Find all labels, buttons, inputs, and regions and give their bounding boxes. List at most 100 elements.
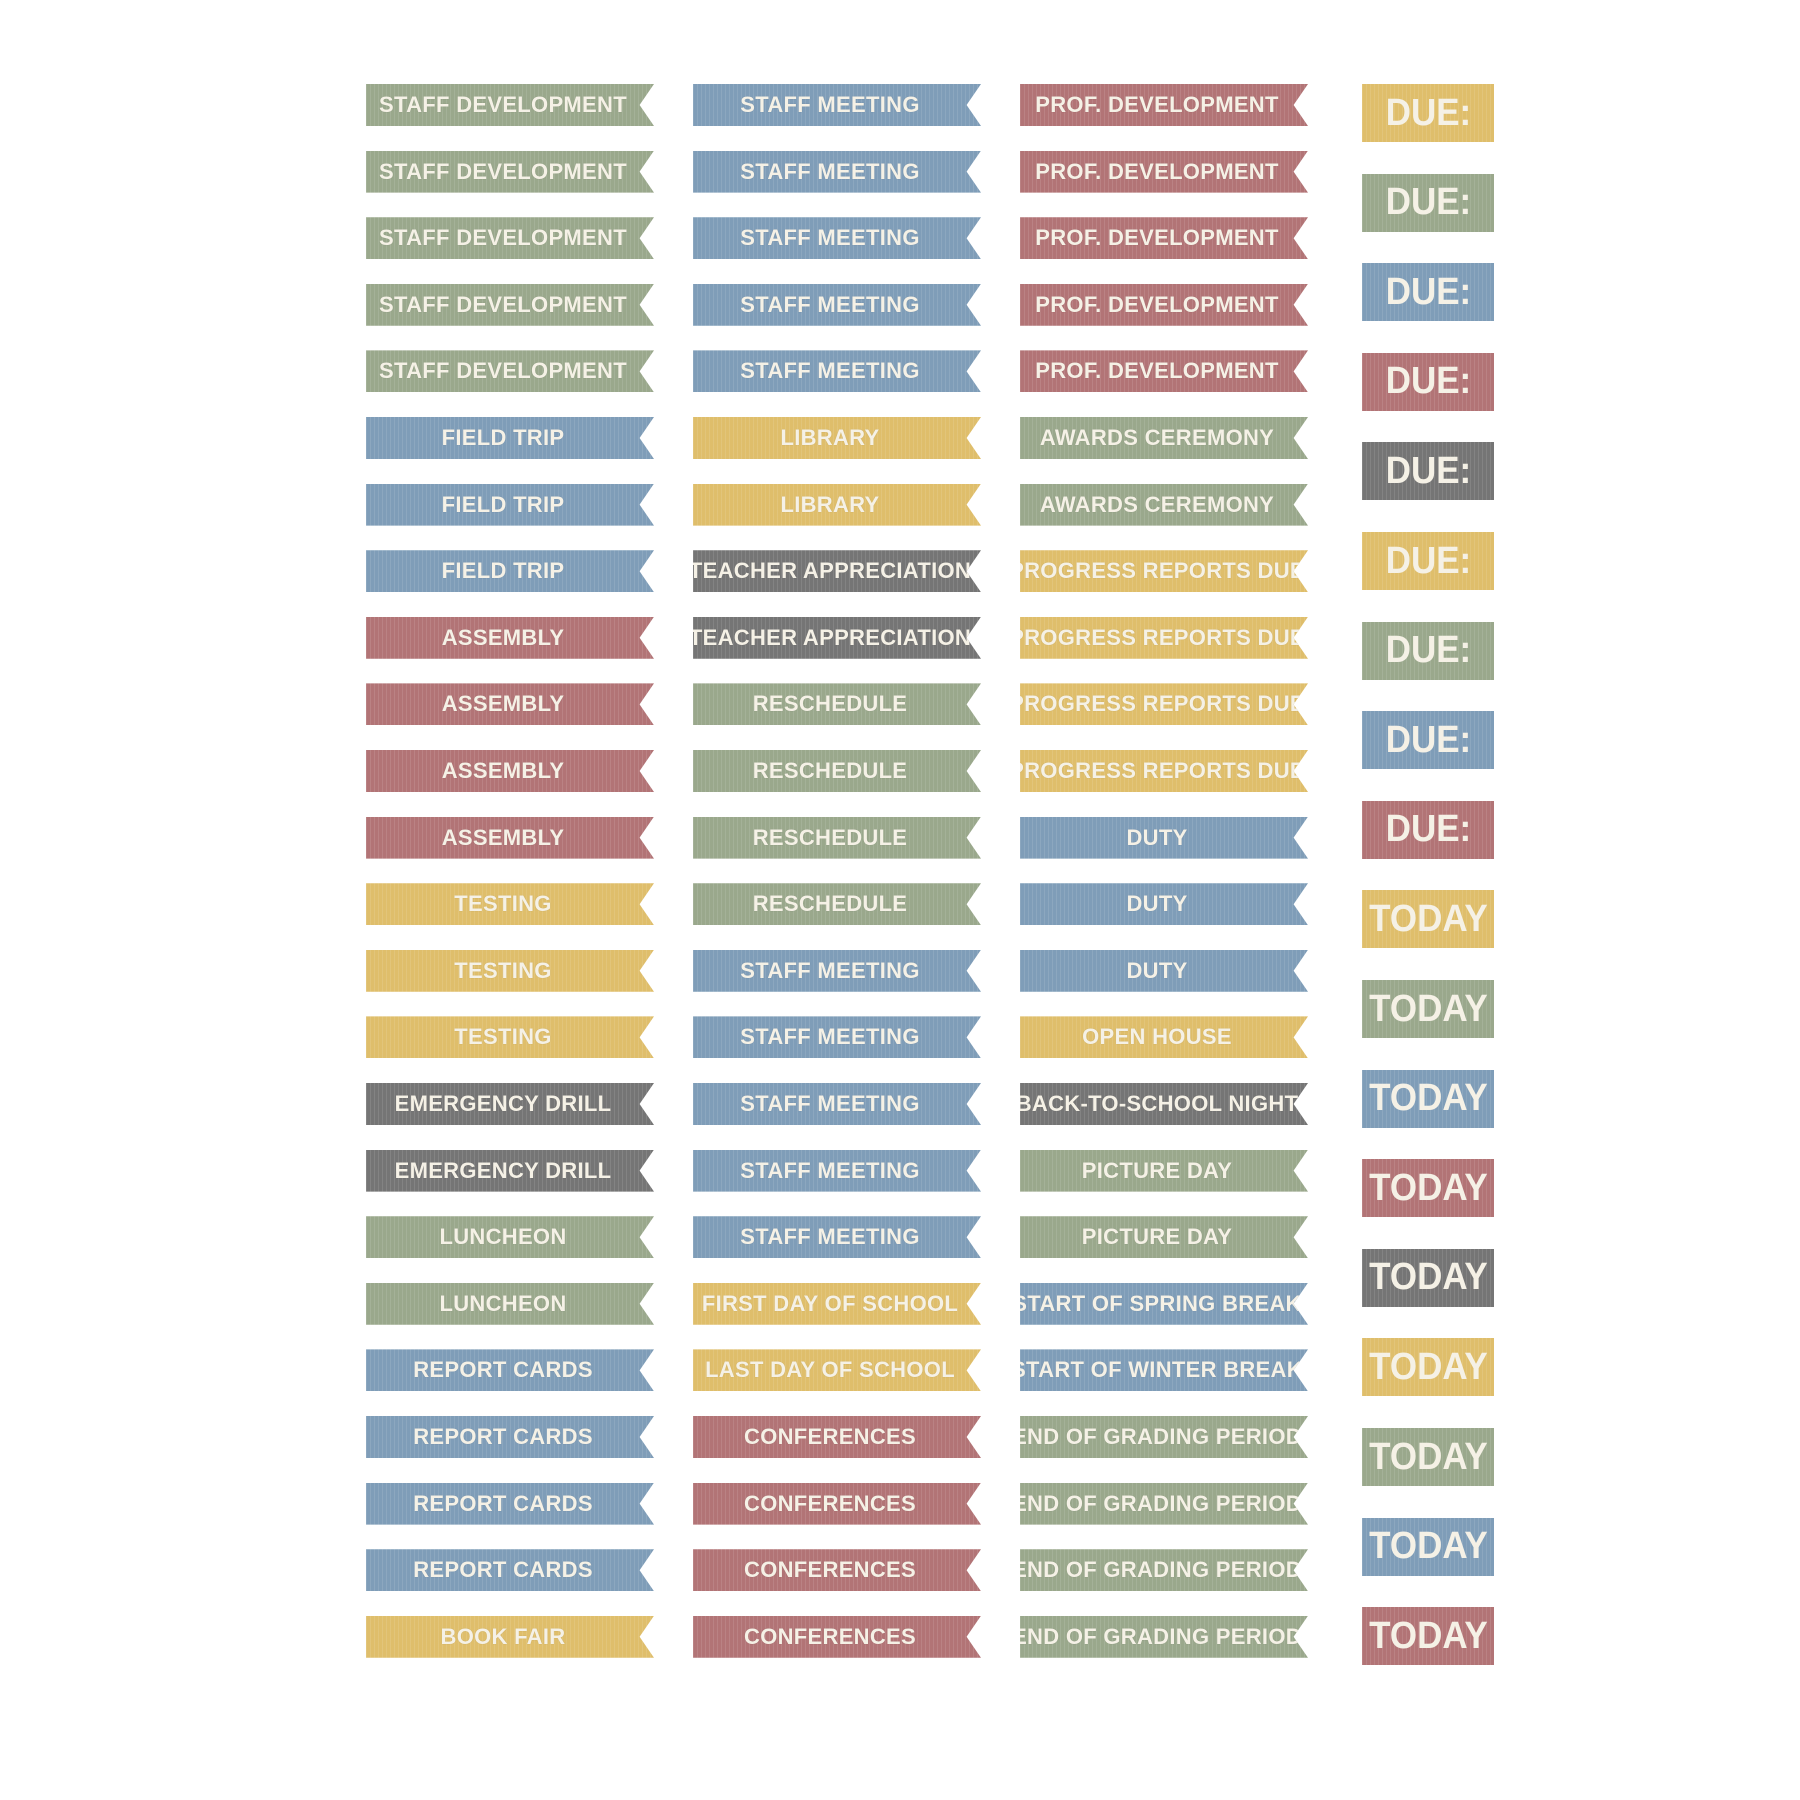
ribbon-label: ASSEMBLY — [441, 824, 565, 850]
ribbon-label: CONFERENCES — [744, 1557, 916, 1583]
label-ribbon: PROGRESS REPORTS DUE — [1020, 616, 1308, 659]
label-ribbon: LIBRARY — [693, 483, 981, 526]
ribbon-label: EMERGENCY DRILL — [394, 1157, 612, 1183]
label-ribbon: STAFF MEETING — [693, 150, 981, 193]
ribbon-label: AWARDS CEREMONY — [1039, 425, 1275, 450]
label-ribbon: BOOK FAIR — [366, 1615, 654, 1658]
tag-sticker: TODAY — [1362, 1248, 1494, 1307]
ribbon-label: BOOK FAIR — [440, 1623, 566, 1649]
tag-label: TODAY — [1368, 1077, 1488, 1120]
tag-label: DUE: — [1385, 808, 1471, 851]
label-ribbon: TESTING — [366, 1016, 654, 1059]
ribbon-label: REPORT CARDS — [413, 1490, 593, 1516]
label-ribbon: PROF. DEVELOPMENT — [1020, 283, 1308, 326]
tag-sticker: TODAY — [1362, 1428, 1494, 1486]
ribbon-label: STAFF DEVELOPMENT — [379, 291, 627, 317]
label-ribbon: REPORT CARDS — [366, 1549, 654, 1592]
label-ribbon: ASSEMBLY — [366, 750, 654, 792]
tag-label: TODAY — [1368, 1166, 1488, 1209]
ribbon-label: STAFF MEETING — [740, 92, 920, 117]
ribbon-label: END OF GRADING PERIOD — [1012, 1623, 1302, 1649]
tag-sticker: TODAY — [1362, 890, 1494, 949]
label-ribbon: DUTY — [1020, 949, 1308, 992]
label-ribbon: BACK-TO-SCHOOL NIGHT — [1020, 1083, 1308, 1125]
ribbon-label: END OF GRADING PERIOD — [1012, 1490, 1302, 1516]
ribbon-label: DUTY — [1126, 891, 1188, 917]
label-ribbon: STAFF MEETING — [693, 1083, 981, 1125]
label-ribbon: STAFF MEETING — [693, 1016, 981, 1059]
ribbon-label: STAFF MEETING — [740, 225, 920, 251]
ribbon-label: PROGRESS REPORTS DUE — [1009, 558, 1305, 584]
tag-sticker: TODAY — [1362, 1338, 1494, 1397]
label-ribbon: DUTY — [1020, 816, 1308, 859]
label-ribbon: PROF. DEVELOPMENT — [1020, 217, 1308, 260]
label-ribbon: AWARDS CEREMONY — [1020, 483, 1308, 526]
label-ribbon: FIELD TRIP — [366, 550, 654, 593]
tag-label: TODAY — [1368, 897, 1488, 940]
ribbon-label: PICTURE DAY — [1081, 1224, 1233, 1250]
label-ribbon: PROGRESS REPORTS DUE — [1020, 550, 1308, 593]
label-ribbon: RESCHEDULE — [693, 883, 981, 926]
ribbon-label: ASSEMBLY — [441, 691, 565, 717]
ribbon-label: CONFERENCES — [744, 1623, 916, 1649]
label-ribbon: CONFERENCES — [693, 1482, 981, 1525]
ribbon-label: OPEN HOUSE — [1082, 1024, 1232, 1050]
label-ribbon: CONFERENCES — [693, 1416, 981, 1458]
ribbon-label: STAFF MEETING — [740, 1157, 920, 1183]
tag-label: DUE: — [1385, 718, 1471, 761]
ribbon-label: STAFF MEETING — [740, 1024, 920, 1050]
label-ribbon: CONFERENCES — [693, 1549, 981, 1592]
label-ribbon: EMERGENCY DRILL — [366, 1149, 654, 1192]
label-ribbon: CONFERENCES — [693, 1615, 981, 1658]
label-ribbon: ASSEMBLY — [366, 683, 654, 726]
ribbon-label: PROGRESS REPORTS DUE — [1009, 758, 1305, 783]
ribbon-label: PICTURE DAY — [1081, 1157, 1233, 1183]
tag-sticker: DUE: — [1362, 173, 1494, 232]
ribbon-label: STAFF MEETING — [740, 158, 920, 184]
tag-sticker: DUE: — [1362, 352, 1494, 411]
ribbon-label: TESTING — [454, 891, 552, 917]
ribbon-label: RESCHEDULE — [752, 824, 908, 850]
tag-label: DUE: — [1385, 91, 1471, 134]
label-ribbon: STAFF MEETING — [693, 84, 981, 126]
label-ribbon: PROF. DEVELOPMENT — [1020, 150, 1308, 193]
ribbon-label: PROF. DEVELOPMENT — [1035, 358, 1279, 384]
ribbon-label: REPORT CARDS — [413, 1557, 593, 1583]
label-ribbon: STAFF MEETING — [693, 350, 981, 393]
label-ribbon: STAFF MEETING — [693, 217, 981, 260]
label-ribbon: LUNCHEON — [366, 1216, 654, 1259]
tag-sticker: TODAY — [1362, 1517, 1494, 1576]
label-ribbon: STAFF DEVELOPMENT — [366, 350, 654, 393]
label-ribbon: TEACHER APPRECIATION — [693, 616, 981, 659]
label-ribbon: TEACHER APPRECIATION — [693, 550, 981, 593]
ribbon-label: PROGRESS REPORTS DUE — [1009, 691, 1305, 717]
ribbon-label: LAST DAY OF SCHOOL — [705, 1357, 955, 1383]
ribbon-label: STAFF MEETING — [740, 358, 920, 384]
ribbon-label: TESTING — [454, 957, 552, 983]
ribbon-label: REPORT CARDS — [413, 1424, 593, 1449]
label-ribbon: DUTY — [1020, 883, 1308, 926]
ribbon-label: DUTY — [1126, 824, 1188, 850]
ribbon-label: START OF SPRING BREAK — [1012, 1290, 1302, 1316]
label-ribbon: PROGRESS REPORTS DUE — [1020, 683, 1308, 726]
ribbon-label: LUNCHEON — [439, 1290, 567, 1316]
tag-sticker: DUE: — [1362, 532, 1494, 590]
label-ribbon: REPORT CARDS — [366, 1416, 654, 1458]
label-ribbon: STAFF DEVELOPMENT — [366, 217, 654, 260]
ribbon-label: PROF. DEVELOPMENT — [1035, 225, 1279, 251]
label-ribbon: LIBRARY — [693, 417, 981, 459]
tag-label: DUE: — [1385, 449, 1471, 492]
ribbon-label: FIELD TRIP — [441, 425, 565, 450]
tag-sticker: DUE: — [1362, 621, 1494, 680]
label-ribbon: RESCHEDULE — [693, 683, 981, 726]
label-ribbon: END OF GRADING PERIOD — [1020, 1416, 1308, 1458]
label-ribbon: START OF WINTER BREAK — [1020, 1349, 1308, 1392]
ribbon-label: LIBRARY — [780, 491, 880, 517]
tag-label: DUE: — [1385, 360, 1471, 403]
label-ribbon: STAFF MEETING — [693, 949, 981, 992]
ribbon-label: RESCHEDULE — [752, 891, 908, 917]
ribbon-label: AWARDS CEREMONY — [1039, 491, 1275, 517]
label-ribbon: ASSEMBLY — [366, 816, 654, 859]
label-ribbon: STAFF DEVELOPMENT — [366, 84, 654, 126]
label-ribbon: PROF. DEVELOPMENT — [1020, 350, 1308, 393]
